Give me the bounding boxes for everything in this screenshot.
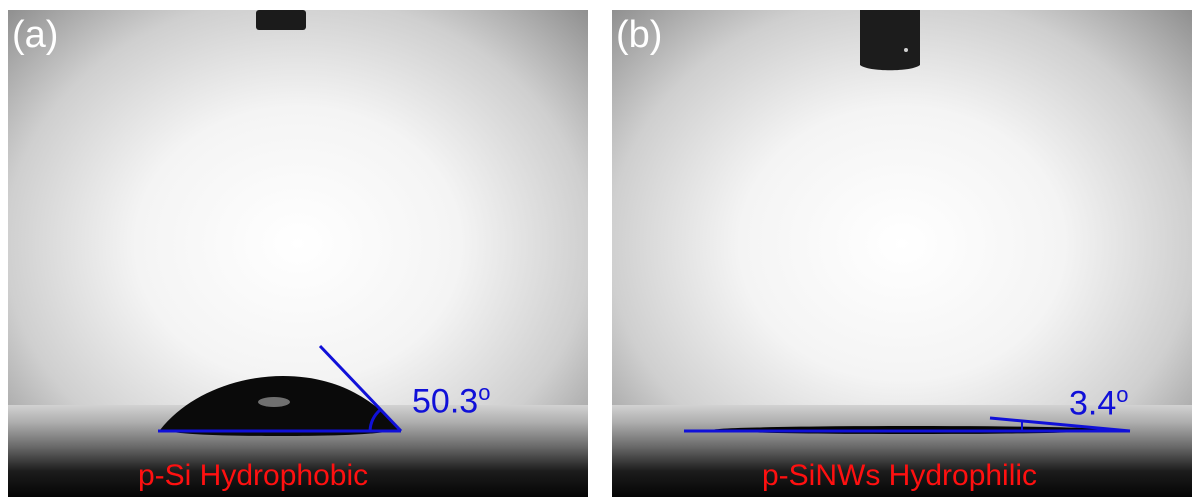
contact-angle-readout: 3.4o [1069, 382, 1129, 423]
tangent-line [318, 344, 403, 433]
sample-caption: p-Si Hydrophobic [138, 459, 369, 492]
panel-b-overlay [684, 10, 1131, 434]
angle-value: 3.4 [1069, 384, 1117, 423]
tangent-line [989, 416, 1131, 433]
syringe-needle [860, 10, 920, 71]
degree-mark: o [1116, 382, 1129, 407]
panel-label: (b) [616, 14, 663, 56]
panel-label: (a) [12, 14, 59, 56]
substrate-surface [612, 405, 1192, 497]
contact-angle-readout: 50.3o [412, 380, 490, 421]
needle-glint [904, 48, 908, 52]
panel-a-droplet-image: (a) 50.3o p-Si Hydrophobic [8, 10, 588, 497]
angle-value: 50.3 [412, 382, 479, 421]
panel-b-droplet-image: (b) 3.4o p-SiNWs Hydrophilic [612, 10, 1192, 497]
angle-arc [368, 408, 382, 432]
panel-a-overlay [158, 10, 403, 436]
droplet-highlight [258, 397, 290, 407]
syringe-needle [256, 10, 306, 30]
degree-mark: o [478, 380, 491, 405]
sample-caption: p-SiNWs Hydrophilic [762, 459, 1038, 492]
